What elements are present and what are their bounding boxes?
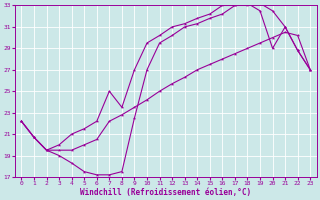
X-axis label: Windchill (Refroidissement éolien,°C): Windchill (Refroidissement éolien,°C) bbox=[80, 188, 252, 197]
